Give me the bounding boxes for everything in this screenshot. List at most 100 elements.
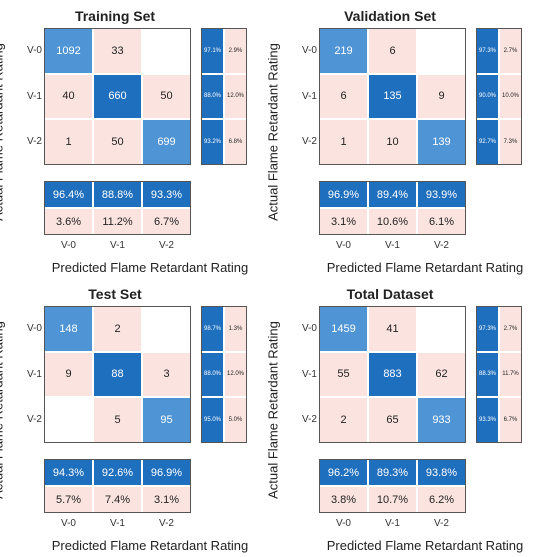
chart-title: Test Set (88, 286, 142, 302)
column-tick-label: V-2 (433, 240, 449, 251)
row-summary-correct: 88.3% (476, 351, 499, 398)
column-tick-label: V-2 (433, 518, 449, 529)
chart-title: Total Dataset (346, 286, 434, 302)
matrix-cell (44, 397, 93, 443)
matrix-cell (417, 306, 466, 352)
column-tick-label: V-0 (60, 518, 76, 529)
column-summary: 96.9% 89.4% 93.9% 3.1% 10.6% 6.1% (319, 181, 466, 235)
matrix-cell: 41 (368, 306, 417, 352)
column-summary-correct: 89.3% (368, 459, 417, 486)
column-summary-error: 7.4% (93, 486, 142, 513)
column-summary-correct: 93.8% (417, 459, 466, 486)
row-summary-error: 11.7% (499, 351, 522, 398)
confusion-matrix-panel: Total Dataset Actual Flame Retardant Rati… (266, 278, 550, 556)
matrix-cell: 40 (44, 73, 93, 120)
confusion-matrix: 1092 33 40 660 50 1 50 699 (44, 28, 191, 165)
row-summary-error: 6.8% (224, 119, 247, 165)
column-summary-correct: 96.9% (319, 181, 368, 208)
column-summary-error: 3.1% (319, 208, 368, 235)
matrix-cell (417, 28, 466, 74)
row-tick-label: V-1 (26, 90, 42, 102)
matrix-cell: 933 (417, 397, 466, 443)
row-summary-correct: 93.2% (201, 119, 224, 165)
row-summary-error: 12.0% (224, 351, 247, 398)
matrix-cell: 5 (93, 397, 142, 443)
row-tick-label: V-0 (26, 322, 42, 334)
column-summary-correct: 96.9% (142, 459, 191, 486)
column-tick-label: V-1 (384, 240, 400, 251)
chart-title: Training Set (74, 8, 156, 24)
column-summary-correct: 94.3% (44, 459, 93, 486)
row-summary-correct: 97.1% (201, 28, 224, 74)
row-summary: 97.3% 2.7% 88.3% 11.7% 93.3% 6.7% (476, 306, 522, 443)
matrix-cell: 95 (142, 397, 191, 443)
matrix-cell: 62 (417, 351, 466, 398)
row-summary-error: 2.7% (499, 306, 522, 352)
column-summary: 96.2% 89.3% 93.8% 3.8% 10.7% 6.2% (319, 459, 466, 513)
row-tick-label: V-1 (301, 368, 317, 380)
row-summary-correct: 97.3% (476, 306, 499, 352)
matrix-cell: 65 (368, 397, 417, 443)
matrix-cell: 1092 (44, 28, 93, 74)
row-tick-label: V-1 (26, 368, 42, 380)
matrix-cell: 660 (93, 73, 142, 120)
row-summary-correct: 92.7% (476, 119, 499, 165)
matrix-cell: 1459 (319, 306, 368, 352)
column-summary-correct: 96.2% (319, 459, 368, 486)
row-tick-label: V-2 (301, 414, 317, 426)
matrix-cell: 6 (319, 73, 368, 120)
row-tick-label: V-1 (301, 90, 317, 102)
matrix-cell (142, 28, 191, 74)
row-summary-error: 2.7% (499, 28, 522, 74)
matrix-cell: 139 (417, 119, 466, 165)
row-summary-error: 2.9% (224, 28, 247, 74)
column-summary-correct: 93.9% (417, 181, 466, 208)
column-summary-correct: 89.4% (368, 181, 417, 208)
row-summary-error: 12.0% (224, 73, 247, 120)
column-summary-error: 5.7% (44, 486, 93, 513)
column-summary-correct: 92.6% (93, 459, 142, 486)
matrix-cell: 50 (142, 73, 191, 120)
column-summary-error: 6.7% (142, 208, 191, 235)
column-summary-error: 10.7% (368, 486, 417, 513)
row-summary-error: 6.7% (499, 397, 522, 443)
y-axis-label-text: Actual Flame Retardant Rating (265, 43, 281, 221)
column-tick-label: V-1 (109, 240, 125, 251)
column-tick-label: V-0 (335, 240, 351, 251)
column-summary-error: 11.2% (93, 208, 142, 235)
matrix-cell: 3 (142, 351, 191, 398)
matrix-cell: 1 (319, 119, 368, 165)
row-summary: 97.1% 2.9% 88.0% 12.0% 93.2% 6.8% (201, 28, 247, 165)
row-tick-label: V-2 (26, 136, 42, 148)
matrix-cell: 699 (142, 119, 191, 165)
matrix-cell: 6 (368, 28, 417, 74)
matrix-cell: 9 (417, 73, 466, 120)
row-summary-correct: 90.0% (476, 73, 499, 120)
row-tick-label: V-0 (26, 44, 42, 56)
column-summary-correct: 93.3% (142, 181, 191, 208)
column-tick-label: V-2 (158, 240, 174, 251)
confusion-matrix-panel: Training Set Actual Flame Retardant Ratin… (0, 0, 275, 278)
confusion-matrix: 219 6 6 135 9 1 10 139 (319, 28, 466, 165)
column-summary-error: 6.2% (417, 486, 466, 513)
column-tick-label: V-0 (335, 518, 351, 529)
row-summary-error: 1.3% (224, 306, 247, 352)
column-tick-label: V-1 (384, 518, 400, 529)
matrix-cell: 9 (44, 351, 93, 398)
row-summary-correct: 88.0% (201, 351, 224, 398)
x-axis-label: Predicted Flame Retardant Rating (51, 538, 249, 553)
column-summary-error: 10.6% (368, 208, 417, 235)
row-summary-error: 5.0% (224, 397, 247, 443)
column-tick-label: V-2 (158, 518, 174, 529)
x-axis-label: Predicted Flame Retardant Rating (326, 260, 524, 275)
row-summary-correct: 98.7% (201, 306, 224, 352)
y-axis-label-text: Actual Flame Retardant Rating (265, 321, 281, 499)
confusion-matrix-panel: Test Set Actual Flame Retardant Rating Pre… (0, 278, 275, 556)
row-tick-label: V-2 (26, 414, 42, 426)
matrix-cell: 2 (93, 306, 142, 352)
confusion-matrix-panel: Validation Set Actual Flame Retardant Rat… (266, 0, 550, 278)
x-axis-label: Predicted Flame Retardant Rating (326, 538, 524, 553)
matrix-cell: 2 (319, 397, 368, 443)
row-summary-correct: 93.3% (476, 397, 499, 443)
row-tick-label: V-0 (301, 44, 317, 56)
